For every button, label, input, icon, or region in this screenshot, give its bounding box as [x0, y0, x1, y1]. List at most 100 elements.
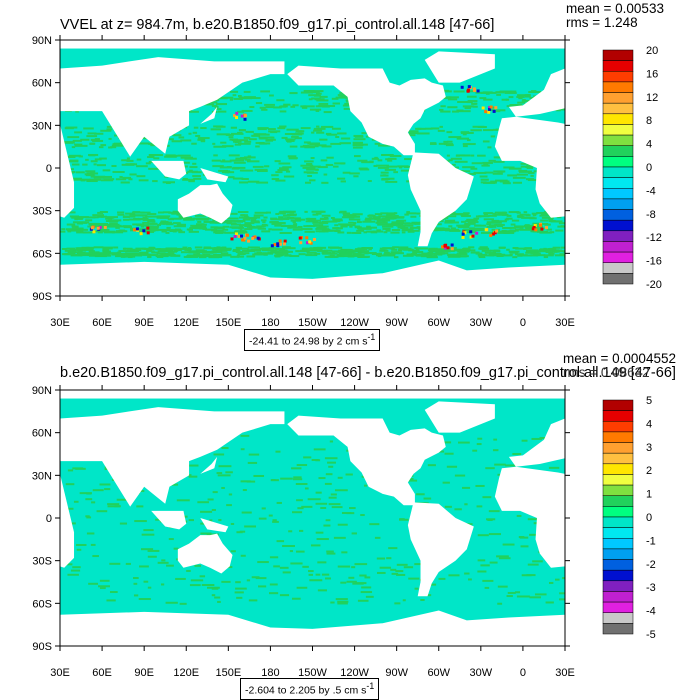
colorbar-swatch [602, 71, 634, 83]
mean-label: mean = 0.0004552 [563, 351, 676, 366]
ocean-cell [248, 249, 261, 252]
ocean-cell [226, 217, 239, 220]
velocity-hotspot [139, 232, 143, 236]
land-mask [177, 533, 233, 574]
ocean-cell [490, 106, 497, 109]
ocean-cell [238, 142, 251, 145]
ocean-cell [194, 253, 198, 256]
ocean-cell [403, 566, 414, 569]
ocean-cell [344, 224, 356, 227]
ocean-cell [126, 157, 130, 160]
ocean-cell [213, 145, 227, 148]
ocean-cell [221, 171, 235, 174]
ocean-cell [330, 252, 338, 255]
ocean-cell [292, 104, 299, 107]
ocean-cell [176, 499, 190, 502]
ocean-cell [232, 94, 237, 97]
ocean-cell [536, 254, 546, 257]
ocean-cell [300, 127, 311, 130]
ocean-cell [237, 255, 245, 258]
ocean-cell [371, 157, 379, 160]
ocean-cell [530, 252, 541, 255]
ocean-cell [526, 166, 534, 169]
ocean-cell [327, 461, 336, 464]
ocean-cell [138, 490, 145, 493]
ocean-cell [238, 216, 247, 219]
ocean-cell [277, 127, 286, 130]
ocean-cell [112, 170, 125, 173]
colorbar-swatch [602, 113, 634, 125]
ocean-cell [356, 229, 365, 232]
ocean-cell [361, 132, 367, 135]
ocean-cell [176, 223, 187, 226]
ocean-cell [136, 505, 144, 508]
ocean-cell [107, 223, 120, 226]
ocean-cell [88, 250, 95, 253]
ocean-cell [496, 91, 504, 94]
ocean-cell [427, 249, 439, 252]
ocean-cell [300, 228, 313, 231]
ocean-cell [409, 226, 421, 229]
ocean-cell [317, 561, 327, 564]
ocean-cell [277, 169, 289, 172]
ocean-cell [211, 229, 217, 232]
velocity-hotspot [270, 244, 274, 248]
ocean-cell [125, 562, 131, 565]
ocean-cell [387, 157, 397, 160]
ocean-cell [85, 219, 93, 222]
ocean-cell [193, 126, 199, 129]
ocean-cell [77, 247, 86, 250]
ocean-cell [463, 226, 470, 229]
land-mask [200, 106, 218, 124]
contour-range-unit-exponent: -1 [366, 681, 375, 691]
ocean-cell [104, 488, 111, 491]
ocean-cell [538, 222, 549, 225]
y-tick-label: 60S [32, 598, 52, 610]
ocean-cell [272, 520, 279, 523]
colorbar-swatch [602, 188, 634, 200]
ocean-cell [148, 230, 155, 233]
ocean-cell [457, 226, 466, 229]
ocean-cell [529, 596, 541, 599]
contour-range-unit-exponent: -1 [367, 332, 376, 342]
colorbar-label: 4 [646, 139, 652, 151]
ocean-cell [386, 213, 393, 216]
velocity-hotspot [494, 106, 498, 110]
ocean-cell [487, 91, 497, 94]
ocean-cell [307, 142, 320, 145]
ocean-cell [204, 254, 210, 257]
ocean-cell [241, 511, 252, 514]
ocean-cell [313, 90, 324, 93]
x-tick-label: 180 [261, 667, 279, 679]
ocean-cell [224, 212, 238, 215]
ocean-cell [558, 222, 565, 225]
ocean-cell [516, 253, 524, 256]
ocean-cell [251, 97, 261, 100]
y-tick-label: 90S [32, 641, 52, 653]
ocean-cell [482, 579, 494, 582]
x-tick-label: 150W [298, 667, 327, 679]
ocean-cell [450, 227, 456, 230]
ocean-cell [467, 220, 479, 223]
ocean-cell [246, 480, 256, 483]
ocean-cell [398, 246, 409, 249]
ocean-cell [334, 489, 348, 492]
ocean-cell [177, 249, 182, 252]
velocity-hotspot [476, 89, 480, 93]
ocean-cell [311, 131, 315, 134]
ocean-cell [115, 255, 126, 258]
ocean-cell [471, 102, 477, 105]
ocean-cell [326, 133, 338, 136]
ocean-cell [236, 531, 243, 534]
ocean-cell [239, 225, 244, 228]
ocean-cell [107, 505, 121, 508]
ocean-cell [488, 159, 496, 162]
ocean-cell [324, 482, 332, 485]
ocean-cell [271, 479, 276, 482]
ocean-cell [240, 480, 251, 483]
ocean-cell [255, 102, 263, 105]
ocean-cell [374, 142, 381, 145]
ocean-cell [334, 162, 346, 165]
ocean-cell [221, 249, 228, 252]
ocean-cell [338, 249, 344, 252]
